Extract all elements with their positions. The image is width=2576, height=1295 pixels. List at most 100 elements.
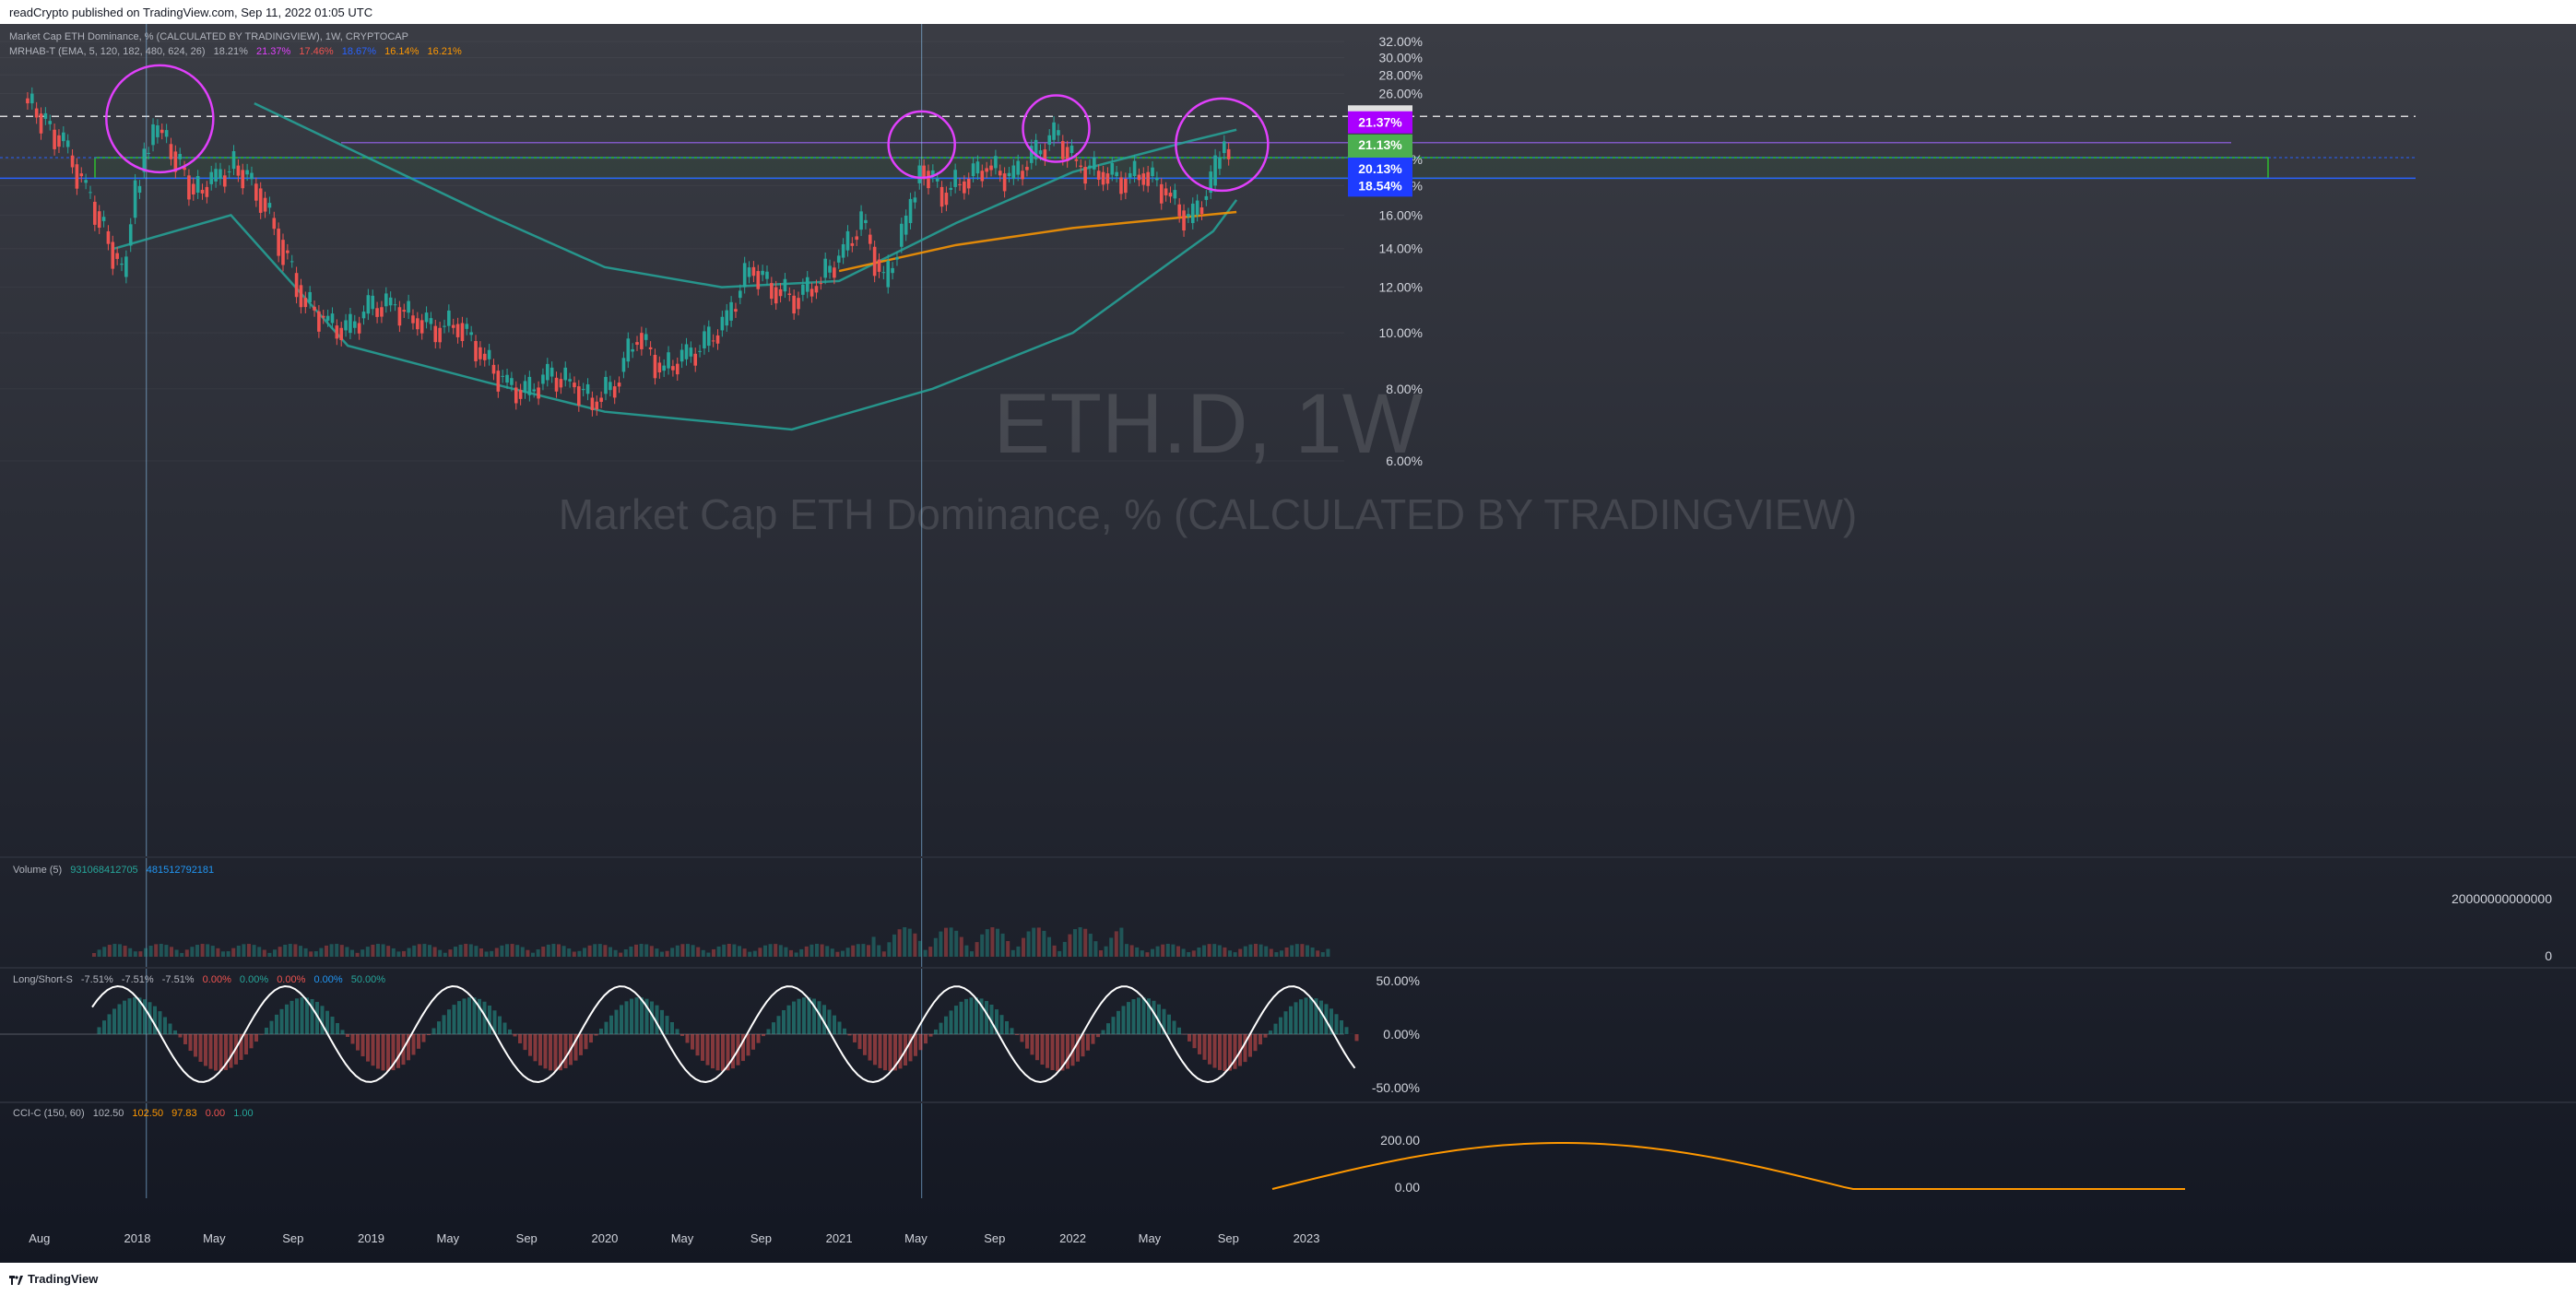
volume-bar [174, 949, 179, 957]
longshort-bar [391, 1034, 396, 1071]
longshort-bar [127, 998, 132, 1034]
candle-body [900, 223, 904, 247]
longshort-bar [908, 1034, 913, 1062]
candle-body [958, 183, 962, 185]
longshort-bar [782, 1010, 786, 1034]
volume-bar [515, 945, 520, 957]
longshort-bar [285, 1004, 289, 1034]
candle-body [859, 211, 863, 230]
volume-bar [680, 944, 685, 957]
candle-body [443, 325, 446, 327]
candle-body [621, 358, 626, 372]
candle-body [631, 348, 634, 352]
volume-bar [148, 945, 153, 957]
longshort-bar [624, 1001, 629, 1034]
candle-body [1151, 167, 1154, 177]
volume-bar [1176, 946, 1180, 957]
volume-bar [577, 950, 582, 957]
x-tick-label: Aug [29, 1231, 50, 1245]
longshort-bar [350, 1034, 355, 1044]
volume-bar [365, 947, 370, 957]
tradingview-logo[interactable]: TradingView [9, 1272, 98, 1286]
longshort-bar [1066, 1034, 1069, 1069]
candle-body [294, 273, 299, 298]
longshort-bar [275, 1014, 278, 1034]
longshort-bar [579, 1034, 583, 1055]
volume-bar [815, 944, 819, 957]
volume-bar [138, 951, 143, 957]
longshort-bar [589, 1034, 593, 1043]
longshort-bar [1208, 1034, 1211, 1065]
candle-body [801, 284, 805, 295]
volume-bar [1202, 945, 1206, 957]
publisher-bar: readCrypto published on TradingView.com,… [0, 0, 2576, 24]
top-circle-highlight [1175, 97, 1270, 193]
candle-body [1218, 157, 1222, 170]
volume-bar [794, 952, 798, 957]
longshort-bar [670, 1021, 674, 1034]
volume-bar [1290, 945, 1294, 957]
volume-legend: Volume (5) 931068412705 481512792181 [13, 865, 219, 876]
volume-bar [505, 944, 509, 957]
candle-body [675, 363, 679, 375]
candle-body [223, 175, 227, 187]
candle-body [935, 178, 939, 182]
volume-bar [867, 945, 870, 957]
candle-body [563, 367, 568, 381]
longshort-value-1: -7.51% [80, 974, 113, 985]
volume-bar [1233, 952, 1237, 957]
candle-body [644, 334, 648, 340]
cci-value-2: 102.50 [132, 1108, 164, 1119]
longshort-bar [726, 1034, 730, 1071]
volume-bar [443, 952, 447, 957]
longshort-bar [1289, 1006, 1293, 1034]
volume-bar [634, 944, 638, 957]
volume-bar [1036, 927, 1041, 957]
volume-bar [933, 937, 938, 957]
candle-body [160, 129, 164, 134]
volume-bar [407, 948, 411, 957]
longshort-bar [1005, 1021, 1009, 1034]
volume-bar [1171, 944, 1176, 957]
candle-body [1061, 141, 1065, 159]
candle-body [751, 266, 756, 277]
volume-bar [830, 948, 834, 957]
longshort-bar [148, 1002, 152, 1034]
volume-bar [303, 948, 308, 957]
longshort-bar [959, 1001, 963, 1034]
volume-bar [944, 927, 948, 957]
longshort-bar [807, 997, 811, 1034]
candle-body [989, 165, 993, 171]
candle-body [460, 323, 465, 342]
volume-bar [231, 948, 236, 957]
longshort-bar [1096, 1034, 1100, 1038]
candle-body [747, 267, 751, 277]
longshort-bar [153, 1006, 157, 1034]
longshort-bar [1030, 1034, 1034, 1055]
longshort-bar [1188, 1034, 1191, 1042]
candle-body [706, 326, 711, 347]
longshort-bar [695, 1034, 700, 1056]
longshort-bar [1299, 999, 1303, 1034]
candle-body [891, 267, 894, 274]
candle-body [1069, 145, 1074, 154]
candle-body [541, 374, 545, 384]
candle-body [783, 278, 787, 292]
candle-body [1124, 178, 1128, 194]
volume-bar [887, 942, 892, 957]
candle-body [963, 181, 966, 194]
chart-canvas[interactable]: ETH.D, 1W Market Cap ETH Dominance, % (C… [0, 24, 2576, 1263]
volume-bar [1269, 948, 1273, 957]
top-circle-highlight [887, 110, 956, 180]
volume-bar [639, 944, 644, 957]
candle-body [1016, 160, 1020, 175]
volume-bar [206, 944, 210, 957]
candle-body [886, 261, 891, 288]
volume-bar [763, 945, 767, 957]
longshort-bar [999, 1015, 1004, 1034]
volume-value: 931068412705 [70, 865, 138, 876]
volume-bar [468, 944, 473, 957]
volume-bar [531, 952, 535, 957]
longshort-bar [265, 1027, 268, 1034]
longshort-bar [1212, 1034, 1217, 1068]
